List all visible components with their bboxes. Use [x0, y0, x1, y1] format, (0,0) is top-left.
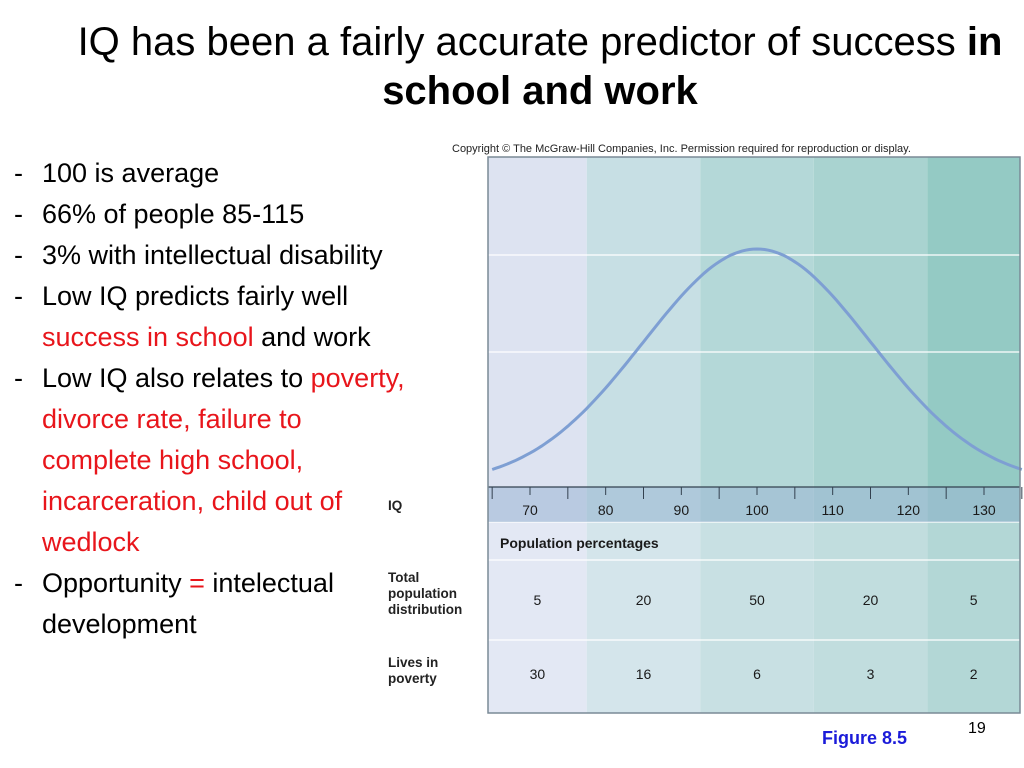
- iq-tick-label: 110: [822, 502, 845, 518]
- distribution-band: [927, 157, 1020, 713]
- distribution-band: [488, 157, 587, 713]
- poverty-value: 16: [636, 666, 652, 682]
- population-header: Population percentages: [500, 535, 659, 551]
- slide-title: IQ has been a fairly accurate predictor …: [60, 18, 1020, 116]
- iq-tick-label: 80: [598, 502, 614, 518]
- bullet-dash: -: [14, 158, 23, 188]
- iq-tick-label: 130: [972, 502, 996, 518]
- bullet-dash: -: [14, 281, 23, 311]
- population-value: 5: [533, 592, 541, 608]
- poverty-value: 2: [970, 666, 978, 682]
- population-value: 5: [970, 592, 978, 608]
- bullet-highlight-text: =: [189, 568, 205, 598]
- figure-frame: [487, 156, 1021, 714]
- bullet-text: 3% with intellectual disability: [42, 240, 383, 270]
- figure-caption: Figure 8.5: [822, 728, 908, 748]
- bullet-dash: -: [14, 240, 23, 270]
- population-value: 20: [636, 592, 652, 608]
- bullet-text: Opportunity: [42, 568, 190, 598]
- iq-tick-label: 100: [745, 502, 769, 518]
- bullet-item: - Opportunity = intelectual development: [14, 563, 414, 645]
- table-tint: [488, 522, 1020, 713]
- page-number: 19: [968, 720, 986, 737]
- bullet-item: - Low IQ predicts fairly well success in …: [14, 276, 414, 358]
- title-regular: IQ has been a fairly accurate predictor …: [77, 20, 956, 64]
- bullet-highlight-text: success in school: [42, 322, 254, 352]
- bullet-text: 100 is average: [42, 158, 220, 188]
- bullet-text: 66% of people 85-115: [42, 199, 305, 229]
- bullet-item: -100 is average: [14, 153, 414, 194]
- iq-tick-label: 120: [897, 502, 921, 518]
- iq-tick-label: 70: [522, 502, 538, 518]
- bullet-list: -100 is average -66% of people 85-115-3% …: [14, 153, 414, 645]
- total-population-label: Total population distribution: [388, 570, 463, 617]
- distribution-band: [813, 157, 928, 713]
- poverty-value: 3: [867, 666, 875, 682]
- population-value: 50: [749, 592, 765, 608]
- bullet-item: -3% with intellectual disability: [14, 235, 414, 276]
- bullet-text: Low IQ also relates to: [42, 363, 311, 393]
- population-value: 20: [863, 592, 879, 608]
- bullet-dash: -: [14, 199, 23, 229]
- bullet-text: Low IQ predicts fairly well: [42, 281, 349, 311]
- poverty-value: 30: [530, 666, 546, 682]
- bullet-text: and work: [253, 322, 371, 352]
- iq-tick-label: 90: [674, 502, 690, 518]
- bullet-dash: -: [14, 568, 23, 598]
- copyright-notice: Copyright © The McGraw-Hill Companies, I…: [452, 143, 911, 155]
- bell-curve: [491, 247, 1023, 471]
- iq-axis-band: [488, 487, 1020, 522]
- bullet-item: -66% of people 85-115: [14, 194, 414, 235]
- bullet-text: intelectual development: [42, 568, 334, 639]
- title-bold: in school and work: [382, 20, 1003, 113]
- bullet-dash: -: [14, 363, 23, 393]
- distribution-band: [586, 157, 701, 713]
- poverty-value: 6: [753, 666, 761, 682]
- bullet-highlight-text: poverty, divorce rate, failure to comple…: [42, 363, 405, 557]
- bullet-item: - Low IQ also relates to poverty, divorce…: [14, 358, 414, 563]
- poverty-label: Lives in poverty: [388, 655, 439, 686]
- iq-axis-label: IQ: [388, 498, 403, 513]
